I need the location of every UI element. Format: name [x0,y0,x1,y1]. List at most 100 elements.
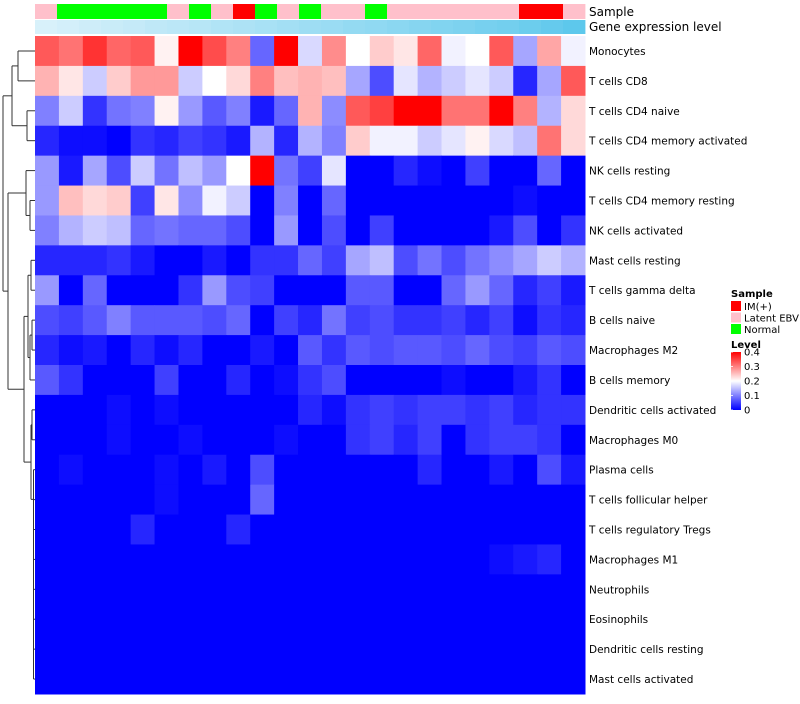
heatmap-cell [561,215,586,246]
heatmap-cell [202,215,227,246]
heatmap-cell [58,484,84,516]
heatmap-cell [202,454,227,486]
heatmap-cell [537,65,562,97]
heatmap-cell [561,634,586,665]
expression-annotation-cell [167,20,190,34]
heatmap-cell [489,215,514,246]
heatmap-cell [489,365,514,396]
heatmap-cell [130,305,156,336]
heatmap-cell [298,365,323,396]
heatmap-cell [537,424,562,456]
heatmap-cell [393,394,419,426]
heatmap-cell [561,574,586,605]
sample-annotation-cell [145,4,168,19]
heatmap-cell [178,454,203,486]
heatmap-cell [537,125,562,157]
heatmap-cell [465,65,490,97]
heatmap-cell [369,544,395,575]
legend-sample-label: Normal [744,325,780,336]
legend-level-label: 0 [744,406,750,417]
heatmap-cell [58,514,84,545]
heatmap-cell [417,634,443,665]
heatmap-cell [321,424,347,456]
heatmap-cell [154,574,179,605]
expression-annotation-cell [365,20,388,34]
heatmap-cell [82,335,108,366]
heatmap-cell [202,604,227,635]
heatmap-cell [58,544,84,575]
heatmap-cell [178,424,203,456]
heatmap-cell [298,95,323,127]
heatmap-cell [58,125,84,157]
heatmap-cell [250,275,275,306]
heatmap-cell [441,215,466,246]
heatmap-cell [369,514,395,545]
heatmap-cell [441,305,466,336]
heatmap-cell [465,185,490,216]
heatmap-cell [35,275,60,306]
heatmap-cell [537,155,562,187]
heatmap-cell [537,394,562,426]
sample-annotation-cell [211,4,234,19]
heatmap-cell [321,454,347,486]
heatmap-cell [202,305,227,336]
heatmap-cell [321,95,347,127]
row-label: T cells CD4 memory activated [588,136,747,148]
heatmap-cell [513,574,538,605]
heatmap-cell [537,514,562,545]
heatmap-cell [58,65,84,97]
heatmap-cell [465,544,490,575]
heatmap-cell [561,335,586,366]
heatmap-cell [465,365,490,396]
heatmap-cell [178,95,203,127]
heatmap-cell [345,454,371,486]
heatmap-cell [130,394,156,426]
heatmap-cell [537,664,562,695]
heatmap-cell [154,365,179,396]
heatmap-cell [82,245,108,276]
heatmap-cell [489,95,514,127]
sample-annotation-cell [189,4,212,19]
heatmap-cell [321,275,347,306]
heatmap-cell [82,634,108,665]
heatmap-cell [35,424,60,456]
heatmap-cell [321,125,347,157]
heatmap-cell [130,514,156,545]
heatmap-cell [298,125,323,157]
heatmap-cell [58,574,84,605]
heatmap-cell [561,125,586,157]
heatmap-cell [561,155,586,187]
heatmap-cell [561,95,586,127]
heatmap-cell [417,185,443,216]
heatmap-cell [226,155,251,187]
expression-annotation-cell [453,20,476,34]
heatmap-cell [274,215,299,246]
heatmap-cell [82,155,108,187]
heatmap-cell [537,574,562,605]
heatmap-cell [130,634,156,665]
sample-annotation-cell [563,4,586,19]
heatmap-cell [513,95,538,127]
heatmap-cell [465,305,490,336]
heatmap-cell [393,245,419,276]
heatmap-cell [82,125,108,157]
sample-annotation-cell [233,4,256,19]
heatmap-cell [226,484,251,516]
heatmap-cell [226,245,251,276]
expression-annotation-cell [211,20,234,34]
heatmap-cell [345,335,371,366]
expression-annotation-cell [299,20,322,34]
heatmap-cell [106,574,132,605]
heatmap-cell [417,484,443,516]
heatmap-cell [441,95,466,127]
heatmap-cell [226,185,251,216]
heatmap-cell [465,664,490,695]
heatmap-cell [369,634,395,665]
heatmap-cell [417,664,443,695]
heatmap-cell [321,484,347,516]
heatmap-cell [393,604,419,635]
heatmap-cell [417,335,443,366]
heatmap-cell [369,335,395,366]
sample-annotation-cell [453,4,476,19]
heatmap-cell [250,424,275,456]
